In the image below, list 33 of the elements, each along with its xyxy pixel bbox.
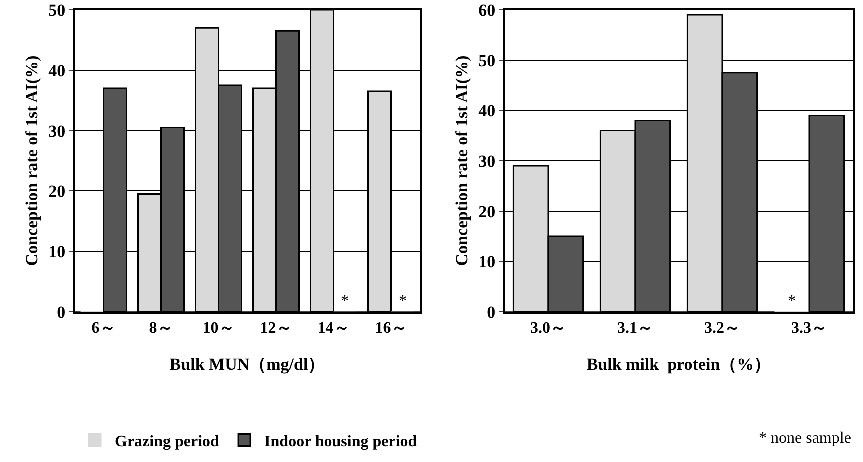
x-tick-label: 3.0～	[530, 320, 566, 338]
y-tick-label: 30	[478, 152, 496, 171]
y-tick-label: 10	[48, 242, 66, 262]
annotation: *	[341, 293, 349, 310]
y-tick-label: 0	[57, 302, 66, 322]
x-axis-title: Bulk milk protein（%）	[586, 355, 772, 374]
x-tick-label: 14～	[318, 320, 350, 338]
x-tick-label: 3.1～	[618, 320, 654, 338]
annotation: *	[399, 293, 407, 310]
y-tick-label: 40	[48, 61, 66, 80]
y-tick-label: 20	[48, 182, 66, 202]
x-tick-label: 16～	[375, 320, 408, 338]
y-tick-label: 20	[478, 202, 496, 222]
x-tick-label: 3.3～	[792, 320, 828, 338]
legend-label: Indoor housing period	[264, 434, 418, 451]
y-tick-label: 60	[478, 0, 496, 20]
text: * none sample	[759, 430, 852, 447]
x-axis-title: Bulk MUN（mg/dl）	[170, 355, 326, 374]
annotation: *	[788, 293, 796, 310]
y-tick-label: 10	[478, 252, 496, 272]
y-tick-label: 50	[48, 0, 66, 20]
legend-label: Grazing period	[115, 434, 220, 451]
y-tick-label: 30	[48, 122, 66, 141]
x-tick-label: 6～	[92, 320, 116, 338]
x-tick-label: 8～	[149, 320, 174, 338]
y-tick-label: 0	[487, 302, 496, 322]
x-tick-label: 12～	[260, 320, 292, 338]
x-tick-label: 3.2～	[704, 320, 740, 338]
y-axis-title: Conception rate of 1st AI(%)	[22, 56, 42, 266]
y-axis-title: Conception rate of 1st AI(%)	[452, 56, 472, 266]
x-tick-label: 10～	[202, 320, 235, 338]
y-tick-label: 40	[478, 102, 496, 121]
y-tick-label: 50	[478, 51, 496, 70]
